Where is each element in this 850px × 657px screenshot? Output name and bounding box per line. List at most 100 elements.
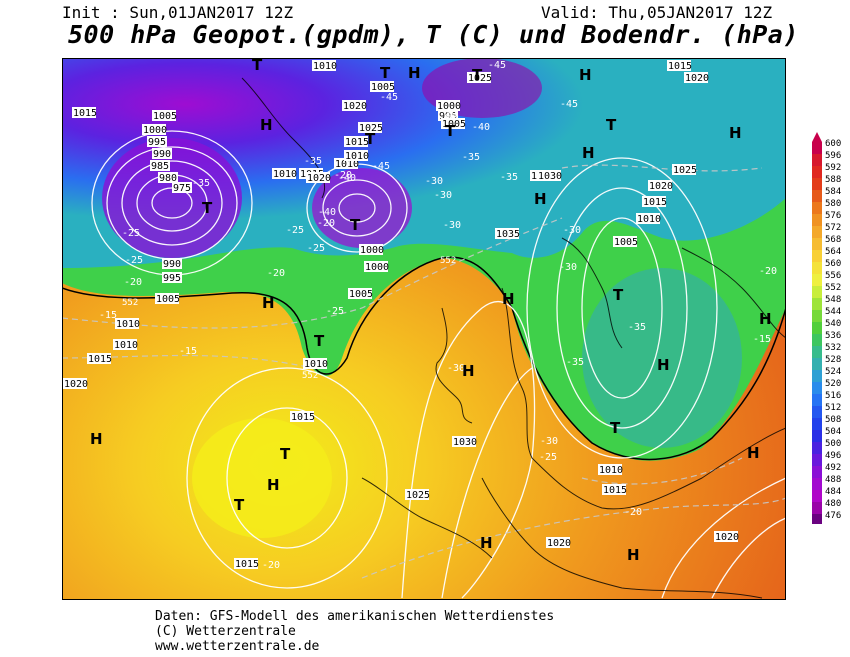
- legend-value: 500: [825, 439, 841, 449]
- pressure-label: 1010: [313, 61, 337, 72]
- temperature-label: -45: [380, 92, 398, 103]
- temperature-label: -30: [540, 436, 558, 447]
- legend-swatch: [812, 166, 822, 178]
- pressure-label: 1025: [468, 73, 492, 84]
- legend-swatch: [812, 250, 822, 262]
- temperature-label: -30: [559, 262, 577, 273]
- temperature-label: -45: [488, 60, 506, 71]
- pressure-label: 1005: [349, 289, 373, 300]
- temperature-label: -30: [425, 176, 443, 187]
- legend-value: 524: [825, 367, 841, 377]
- legend-value: 508: [825, 415, 841, 425]
- legend-value: 492: [825, 463, 841, 473]
- legend-swatch: [812, 154, 822, 166]
- temperature-label: -35: [566, 357, 584, 368]
- low-pressure-marker: T: [445, 122, 456, 140]
- high-pressure-marker: H: [582, 144, 595, 162]
- pressure-label: 1020: [649, 181, 673, 192]
- legend-value: 576: [825, 211, 841, 221]
- temperature-label: -25: [307, 243, 325, 254]
- temperature-label: -35: [628, 322, 646, 333]
- pressure-label: 995: [163, 273, 181, 284]
- low-pressure-marker: T: [610, 419, 621, 437]
- pressure-label: 1000: [365, 262, 389, 273]
- legend-value: 528: [825, 355, 841, 365]
- legend-value: 592: [825, 163, 841, 173]
- legend-value: 568: [825, 235, 841, 245]
- pressure-label: 990: [153, 149, 171, 160]
- high-pressure-marker: H: [90, 430, 103, 448]
- legend-swatch: [812, 274, 822, 286]
- pressure-label: 1025: [406, 490, 430, 501]
- pressure-label: 1030: [453, 437, 477, 448]
- legend-swatch: [812, 190, 822, 202]
- legend-swatch: [812, 406, 822, 418]
- high-pressure-marker: H: [729, 124, 742, 142]
- pressure-label: 1015: [643, 197, 667, 208]
- temperature-label: -45: [372, 161, 390, 172]
- pressure-label: 1020: [343, 101, 367, 112]
- high-pressure-marker: H: [267, 476, 280, 494]
- low-pressure-marker: T: [202, 199, 213, 217]
- pressure-label: 1010: [114, 340, 138, 351]
- temperature-label: -25: [122, 228, 140, 239]
- pressure-label: 1005: [442, 119, 466, 130]
- temperature-label: -35: [304, 156, 322, 167]
- pressure-label: 1005: [614, 237, 638, 248]
- high-pressure-marker: H: [627, 546, 640, 564]
- legend-swatch: [812, 382, 822, 394]
- temperature-label-group: -45 -45 -45 -40 -35 -35 -30 -30 -35 -40 …: [99, 60, 777, 571]
- pressure-label: 1000: [437, 101, 461, 112]
- high-pressure-marker: H: [579, 66, 592, 84]
- pressure-label: 975: [173, 183, 191, 194]
- pressure-label: 1015: [235, 559, 259, 570]
- low-pressure-marker: T: [365, 130, 376, 148]
- low-pressure-marker: T: [280, 445, 291, 463]
- legend-value: 560: [825, 259, 841, 269]
- weather-map: 1010 1005 1000 995 990 985 980 975 1015 …: [62, 58, 786, 600]
- temperature-label: -20: [317, 218, 335, 229]
- legend-swatch: [812, 490, 822, 502]
- legend-swatch: [812, 334, 822, 346]
- legend-value: 556: [825, 271, 841, 281]
- legend-swatch: [812, 478, 822, 490]
- legend-swatch: [812, 346, 822, 358]
- temperature-label: -30: [434, 190, 452, 201]
- website: www.wetterzentrale.de: [155, 639, 320, 654]
- legend-value: 564: [825, 247, 841, 257]
- contour-label-552: 552: [122, 298, 138, 308]
- pressure-label: 1035: [496, 229, 520, 240]
- init-time: Init : Sun,01JAN2017 12Z: [62, 3, 294, 22]
- temperature-label: -30: [443, 220, 461, 231]
- legend-value: 588: [825, 175, 841, 185]
- low-pressure-marker: T: [472, 66, 483, 84]
- temperature-label: -25: [326, 306, 344, 317]
- temperature-label: -35: [462, 152, 480, 163]
- pressure-label: 985: [151, 161, 169, 172]
- temperature-label: -20: [262, 560, 280, 571]
- legend-swatch: [812, 310, 822, 322]
- legend-swatch: [812, 214, 822, 226]
- legend-value: 540: [825, 319, 841, 329]
- legend-value: 580: [825, 199, 841, 209]
- legend-swatch: [812, 286, 822, 298]
- legend-value: 600: [825, 139, 841, 149]
- pressure-label: 1015: [88, 354, 112, 365]
- high-pressure-marker: H: [408, 64, 421, 82]
- pressure-label: 1005: [371, 82, 395, 93]
- temperature-label: -40: [439, 110, 457, 121]
- temperature-label: -35: [192, 178, 210, 189]
- pressure-label: 1015: [291, 412, 315, 423]
- pressure-label: 1015: [345, 137, 369, 148]
- pressure-label: 1020: [547, 538, 571, 549]
- pressure-label: 980: [159, 173, 177, 184]
- legend-value: 504: [825, 427, 841, 437]
- pressure-label: 1015: [73, 108, 97, 119]
- low-pressure-marker: T: [314, 332, 325, 350]
- pressure-label: 1010: [116, 319, 140, 330]
- pressure-label-group: 1010 1005 1000 995 990 985 980 975 1015 …: [63, 60, 739, 570]
- pressure-label: 1030: [538, 171, 562, 182]
- pressure-label: 1005: [153, 111, 177, 122]
- low-pressure-marker: T: [234, 496, 245, 514]
- temperature-label: -15: [99, 310, 117, 321]
